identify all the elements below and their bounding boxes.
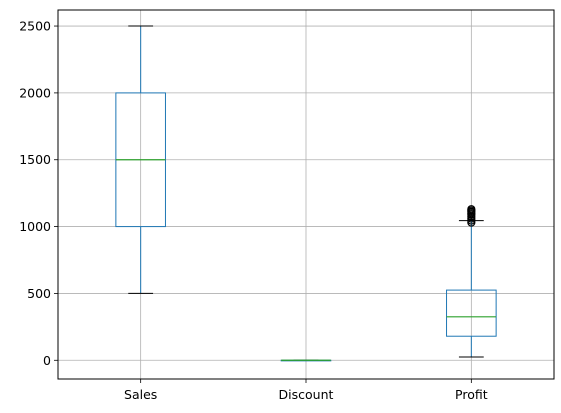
y-tick-label: 1000 xyxy=(19,219,51,234)
box-discount xyxy=(280,359,332,362)
box-profit xyxy=(446,205,497,358)
y-tick-label: 2500 xyxy=(19,19,51,34)
box-sales xyxy=(115,25,166,294)
x-axis: Sales Discount Profit xyxy=(124,379,488,402)
x-tick-label: Profit xyxy=(455,387,488,402)
y-tick-label: 0 xyxy=(43,353,51,368)
iqr-box xyxy=(446,289,497,337)
outlier-point xyxy=(467,205,476,214)
y-tick-label: 1500 xyxy=(19,152,51,167)
y-tick-label: 2000 xyxy=(19,85,51,100)
boxes-layer xyxy=(115,25,497,362)
x-tick-label: Discount xyxy=(279,387,334,402)
x-tick-label: Sales xyxy=(124,387,157,402)
y-axis: 0 500 1000 1500 2000 2500 xyxy=(19,19,58,368)
y-tick-label: 500 xyxy=(27,286,51,301)
